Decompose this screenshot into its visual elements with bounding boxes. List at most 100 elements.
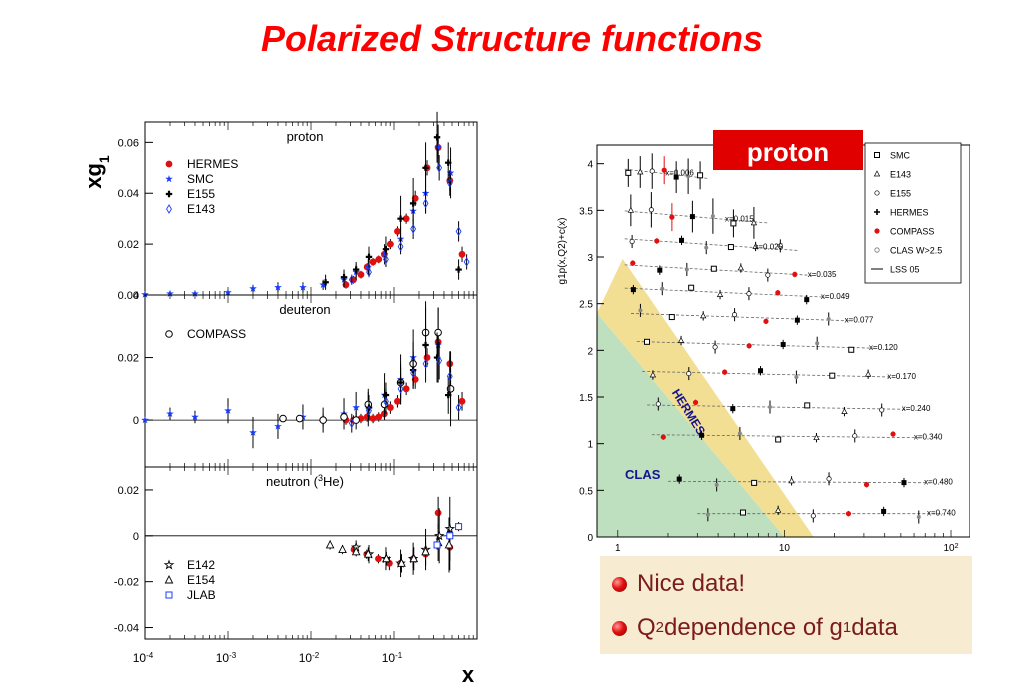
smc-point	[380, 250, 389, 258]
smc-point	[751, 479, 758, 486]
compass-point	[446, 385, 455, 393]
clas-point	[794, 375, 799, 380]
legend-label: CLAS W>2.5	[890, 246, 942, 256]
lss-fit-line	[630, 313, 851, 322]
bin-1: x=0.015	[624, 192, 769, 239]
bin-9: x=0.340	[651, 426, 943, 443]
bin-3: x=0.035	[624, 260, 837, 282]
legend-label: LSS 05	[890, 265, 920, 275]
smc-point	[434, 143, 442, 151]
e143-point	[700, 312, 707, 319]
legend-hermes-icon	[874, 209, 880, 215]
clas-point	[638, 308, 643, 313]
slide-title: Polarized Structure functions	[260, 18, 764, 59]
compass-point	[673, 174, 679, 180]
compass-point	[340, 413, 348, 421]
e155-point	[732, 312, 738, 318]
hermes-point	[375, 555, 382, 563]
bullet-text-q: Q	[637, 614, 656, 641]
smc-point	[446, 168, 455, 177]
clas-band-label: CLAS	[625, 467, 661, 482]
series-e143	[348, 341, 462, 433]
panel-title: deuteron	[279, 302, 330, 317]
smc-point	[249, 428, 257, 436]
e143-point	[166, 204, 172, 214]
e155-point	[655, 401, 661, 407]
hermes-point	[654, 238, 660, 244]
legend-label: COMPASS	[890, 227, 934, 237]
compass-point	[881, 508, 887, 514]
bin-10: x=0.480	[667, 472, 953, 492]
hermes-point	[394, 397, 401, 405]
y-tick-label: -0.02	[114, 577, 139, 589]
e155-point	[629, 238, 635, 245]
clas-point	[768, 405, 773, 410]
hermes-point	[692, 399, 699, 406]
legend-compass-icon	[874, 228, 880, 234]
e143-point	[774, 506, 782, 513]
lss-fit-line	[624, 264, 814, 276]
bin-label: x=0.480	[924, 478, 953, 487]
jlab-point	[455, 523, 463, 531]
smc-point	[688, 284, 695, 291]
hermes-point	[669, 214, 675, 220]
e143-point	[422, 358, 429, 369]
proton-title: proton	[747, 137, 829, 167]
panel-title-sup: 3	[318, 473, 323, 483]
proton-title-box	[713, 130, 863, 170]
bin-5: x=0.077	[630, 303, 874, 326]
bin-6: x=0.120	[636, 335, 898, 354]
legend-label: SMC	[890, 151, 911, 161]
bullet-dot-icon	[612, 620, 627, 636]
compass-point	[165, 330, 173, 338]
smc-point	[697, 172, 704, 179]
bullet-dot-icon	[612, 576, 627, 592]
series-e143	[348, 155, 470, 285]
e143-point	[366, 267, 372, 277]
bin-label: x=0.077	[845, 316, 874, 325]
lss-fit-line	[667, 480, 931, 484]
compass-point	[730, 406, 736, 412]
smc-point	[848, 346, 855, 353]
y-axis-label-sub: 1	[96, 155, 112, 163]
e155-point	[445, 159, 452, 166]
e143-point	[752, 242, 759, 249]
left-xg1-figure: 00.020.040.06 protonHERMESSMCE155E14300.0…	[75, 82, 505, 692]
e155-point	[340, 273, 348, 281]
compass-point	[804, 297, 810, 303]
e155-point	[852, 433, 858, 439]
lss-fit-line	[647, 404, 908, 410]
hermes-point	[763, 318, 769, 324]
lss-fit-line	[642, 371, 894, 378]
compass-point	[630, 287, 636, 293]
e154-point	[382, 553, 391, 563]
e143-point	[750, 219, 758, 226]
e155-point	[712, 344, 718, 350]
clas-point	[684, 267, 689, 272]
clas-point	[815, 341, 820, 346]
panel-1: 0 0.02 0.04 deuteron COMPASS	[118, 290, 478, 468]
hermes-point	[434, 509, 442, 517]
smc-point	[299, 283, 307, 291]
smc-point	[224, 406, 232, 414]
clas-point	[714, 482, 719, 487]
smc-point	[710, 265, 717, 272]
bin-label: x=0.025	[754, 243, 783, 252]
compass-point	[352, 416, 360, 424]
e155-point	[322, 279, 329, 286]
bin-11: x=0.740	[697, 505, 956, 524]
x-tick-exp: -3	[229, 651, 237, 660]
smc-point	[804, 402, 811, 409]
e155-point	[746, 291, 752, 297]
smc-point	[364, 263, 373, 271]
e155-point	[165, 190, 173, 198]
x-tick-label: 10	[779, 543, 791, 554]
hermes-point	[394, 227, 401, 235]
e154-point	[397, 558, 406, 567]
e155-point	[382, 246, 390, 253]
smc-point	[730, 220, 737, 227]
e143-point	[422, 198, 429, 209]
legend: SMC E143 E155 HERMES COMPASS CLAS W>2.5 LSS 05	[864, 142, 962, 284]
e155-point	[648, 207, 654, 213]
